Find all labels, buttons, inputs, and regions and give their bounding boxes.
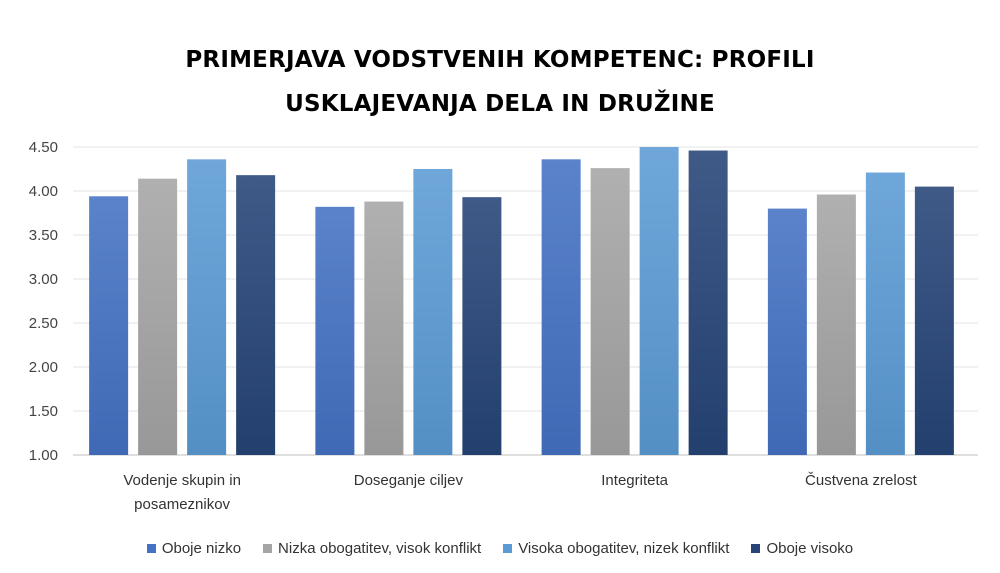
chart-title-line-1: PRIMERJAVA VODSTVENIH KOMPETENC: PROFILI	[185, 47, 815, 73]
y-tick-label: 4.00	[29, 183, 58, 200]
bar	[89, 196, 129, 455]
x-tick-label: Vodenje skupin in	[123, 472, 241, 489]
bar	[364, 201, 404, 455]
bar	[590, 168, 630, 455]
x-tick-label: Doseganje ciljev	[354, 472, 464, 489]
legend-swatch	[751, 544, 761, 553]
y-tick-label: 2.50	[29, 315, 58, 332]
bar	[865, 172, 905, 455]
legend-swatch	[263, 544, 273, 553]
y-tick-label: 2.00	[29, 359, 58, 376]
chart-title: PRIMERJAVA VODSTVENIH KOMPETENC: PROFILI…	[0, 38, 1000, 126]
bar	[138, 178, 178, 455]
legend-label: Nizka obogatitev, visok konflikt	[278, 540, 482, 557]
x-axis: Vodenje skupin in posameznikov Doseganje c…	[123, 472, 917, 513]
legend-swatch	[146, 544, 156, 553]
bar	[541, 159, 581, 455]
x-tick-label: Čustvena zrelost	[805, 472, 918, 489]
bar	[187, 159, 227, 455]
y-tick-label: 1.50	[29, 403, 58, 420]
bar	[236, 175, 276, 455]
legend-item: Oboje visoko	[751, 540, 853, 557]
bar	[816, 194, 856, 455]
y-tick-label: 3.00	[29, 271, 58, 288]
legend-label: Oboje nizko	[161, 540, 242, 557]
legend-swatch	[503, 544, 513, 553]
x-tick-label: posameznikov	[134, 496, 230, 513]
bar	[914, 186, 954, 455]
bar	[462, 197, 502, 455]
y-axis: 1.00 1.50 2.00 2.50 3.00 3.50 4.00 4.50	[29, 139, 58, 464]
legend-item: Visoka obogatitev, nizek konflikt	[503, 540, 729, 557]
bars	[89, 147, 954, 455]
legend-item: Nizka obogatitev, visok konflikt	[263, 540, 481, 557]
bar	[688, 150, 728, 455]
chart-title-line-2: USKLAJEVANJA DELA IN DRUŽINE	[285, 91, 715, 117]
legend-label: Oboje visoko	[766, 540, 854, 557]
y-tick-label: 3.50	[29, 227, 58, 244]
legend-item: Oboje nizko	[146, 540, 242, 557]
legend: Oboje nizko Nizka obogatitev, visok konfl…	[0, 540, 1000, 557]
x-tick-label: Integriteta	[601, 472, 668, 489]
y-tick-label: 1.00	[29, 447, 58, 464]
bar	[413, 169, 453, 455]
y-tick-label: 4.50	[29, 139, 58, 156]
bar	[639, 147, 679, 455]
legend-label: Visoka obogatitev, nizek konflikt	[518, 540, 730, 557]
bar	[767, 208, 807, 455]
bar	[315, 206, 355, 455]
